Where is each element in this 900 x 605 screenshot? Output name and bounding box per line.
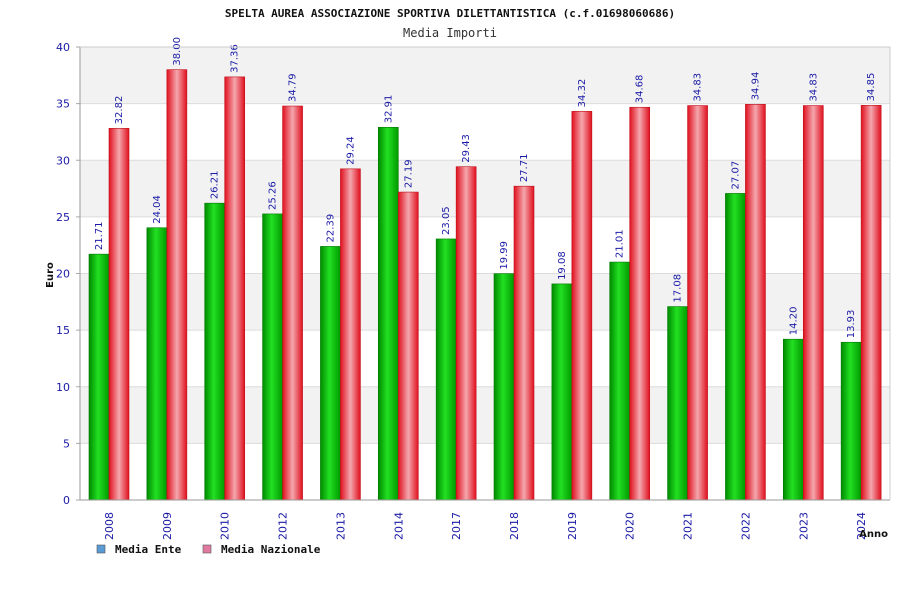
bar-media-nazionale xyxy=(802,105,824,501)
data-label: 34.94 xyxy=(750,72,761,101)
bar-media-nazionale xyxy=(397,191,419,501)
x-tick-label: 2022 xyxy=(739,512,752,540)
bar-media-ente xyxy=(551,283,573,501)
data-label: 38.00 xyxy=(172,37,183,66)
y-tick-label: 25 xyxy=(56,211,70,224)
bar-media-nazionale xyxy=(455,166,477,501)
label-layer: 21.71 32.82 24.04 38.00 26.21 37.36 25.26 34.79… xyxy=(94,37,877,338)
data-label: 21.71 xyxy=(94,221,105,250)
data-label: 34.79 xyxy=(288,73,299,102)
data-label: 34.83 xyxy=(693,73,704,102)
x-tick-label: 2018 xyxy=(508,512,521,540)
y-tick-label: 5 xyxy=(63,437,70,450)
chart-subtitle: Media Importi xyxy=(403,26,497,40)
data-label: 27.07 xyxy=(730,161,741,190)
data-label: 29.43 xyxy=(461,134,472,163)
data-label: 34.83 xyxy=(808,73,819,102)
grid-band xyxy=(80,273,890,331)
x-tick-label: 2013 xyxy=(334,512,347,540)
x-tick-label: 2020 xyxy=(624,512,637,540)
data-label: 23.05 xyxy=(441,206,452,235)
bar-media-ente xyxy=(725,193,746,501)
data-label: 13.93 xyxy=(846,310,857,339)
axis-layer: 0 5 10 15 20 25 30 35 40 2008 2009 2010 2012 2013 2014… xyxy=(56,41,891,540)
bar-media-nazionale xyxy=(340,168,361,501)
legend-swatch-0 xyxy=(96,544,106,554)
bar-media-nazionale xyxy=(571,111,593,501)
x-tick-label: 2010 xyxy=(219,512,232,540)
legend-swatch-1 xyxy=(202,544,212,554)
data-label: 34.32 xyxy=(577,79,588,108)
bar-media-nazionale xyxy=(745,104,766,501)
bar-media-nazionale xyxy=(629,106,651,501)
data-label: 26.21 xyxy=(210,171,221,200)
bar-media-ente xyxy=(840,341,862,501)
x-tick-label: 2019 xyxy=(566,512,579,540)
y-tick-label: 40 xyxy=(56,41,70,54)
y-tick-label: 20 xyxy=(56,268,70,281)
legend: Media Ente Media Nazionale xyxy=(96,543,321,556)
bar-media-ente xyxy=(782,338,804,501)
data-label: 25.26 xyxy=(268,181,279,210)
data-label: 22.39 xyxy=(325,214,336,243)
data-label: 21.01 xyxy=(615,229,626,258)
data-label: 17.08 xyxy=(673,274,684,303)
data-label: 27.19 xyxy=(403,159,414,188)
data-label: 14.20 xyxy=(788,307,799,336)
x-tick-label: 2023 xyxy=(797,512,810,540)
grid-layer xyxy=(80,46,890,501)
chart-title: SPELTA AUREA ASSOCIAZIONE SPORTIVA DILET… xyxy=(225,7,675,20)
x-tick-label: 2021 xyxy=(682,512,695,540)
bar-media-ente xyxy=(262,213,283,501)
bar-media-ente xyxy=(204,202,226,501)
bar-media-ente xyxy=(377,126,399,501)
bar-media-nazionale xyxy=(282,105,303,501)
data-label: 37.36 xyxy=(230,44,241,73)
y-tick-label: 0 xyxy=(63,494,70,507)
y-axis-title: Euro xyxy=(45,262,56,288)
bar-media-ente xyxy=(493,273,515,501)
data-label: 24.04 xyxy=(152,195,163,224)
bar-media-nazionale xyxy=(166,69,188,501)
data-label: 34.68 xyxy=(635,75,646,104)
bar-media-ente xyxy=(88,253,110,501)
x-tick-label: 2009 xyxy=(161,512,174,540)
y-tick-label: 10 xyxy=(56,381,70,394)
grid-band xyxy=(80,47,890,104)
grid-band xyxy=(80,160,890,217)
bar-media-nazionale xyxy=(860,105,882,501)
data-label: 27.71 xyxy=(519,154,530,183)
bar-media-ente xyxy=(320,246,341,501)
bar-media-nazionale xyxy=(108,128,130,501)
legend-label-0: Media Ente xyxy=(115,543,182,556)
x-tick-label: 2014 xyxy=(392,512,405,540)
data-label: 32.82 xyxy=(114,96,125,125)
y-tick-label: 15 xyxy=(56,324,70,337)
bar-media-nazionale xyxy=(513,185,535,501)
x-tick-label: 2012 xyxy=(277,512,290,540)
data-label: 19.08 xyxy=(557,251,568,280)
x-tick-label: 2008 xyxy=(103,512,116,540)
x-tick-label: 2017 xyxy=(450,512,463,540)
data-label: 34.85 xyxy=(866,73,877,102)
bar-media-ente xyxy=(667,306,688,501)
bar-media-ente xyxy=(609,261,631,501)
bar-media-nazionale xyxy=(224,76,246,501)
x-axis-title: Anno xyxy=(859,529,888,540)
y-tick-label: 35 xyxy=(56,98,70,111)
data-label: 32.91 xyxy=(383,95,394,124)
data-label: 29.24 xyxy=(345,136,356,165)
data-label: 19.99 xyxy=(499,241,510,270)
grid-band xyxy=(80,386,890,444)
bar-media-ente xyxy=(146,227,168,501)
y-tick-label: 30 xyxy=(56,154,70,167)
bar-media-nazionale xyxy=(687,105,708,501)
bar-layer xyxy=(88,69,882,501)
x-tick-label: 2024 xyxy=(855,512,868,540)
legend-label-1: Media Nazionale xyxy=(221,543,321,556)
bar-media-ente xyxy=(435,238,457,501)
